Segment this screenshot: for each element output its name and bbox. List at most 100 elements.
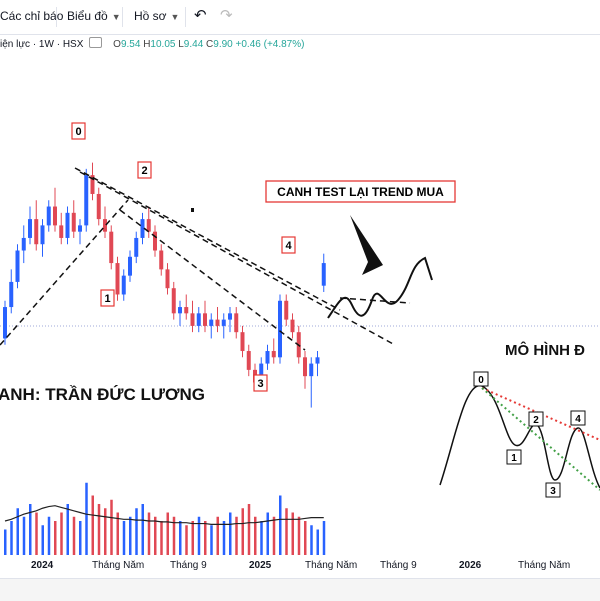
candle-body [21, 237, 26, 251]
pattern-inset: 0 1 2 3 4 [439, 371, 600, 498]
candle [265, 344, 270, 370]
chart-menu[interactable]: Biểu đồ ▼ [67, 9, 121, 23]
candle [215, 307, 220, 333]
undo-icon[interactable]: ↶ [194, 7, 207, 24]
volume-bar [110, 499, 113, 555]
candle [96, 187, 101, 226]
x-axis-tick-label: 2025 [249, 560, 272, 571]
candle [71, 200, 76, 238]
candle-body [34, 219, 39, 245]
candle [21, 225, 26, 264]
indicators-menu[interactable]: Các chỉ báo [0, 9, 63, 23]
open-label: O [113, 39, 121, 50]
volume-bar [260, 521, 263, 555]
price-chart[interactable]: 0 1 2 3 4 CANH TEST LẠI TREND MUA ANH: T… [0, 52, 600, 557]
candle [28, 206, 32, 245]
candle [284, 294, 289, 326]
volume-bar [247, 504, 251, 555]
candle [203, 300, 207, 333]
toolbar-divider [56, 7, 57, 27]
candle [321, 253, 326, 292]
volume-ma-line [4, 505, 324, 526]
candle [59, 212, 64, 245]
volume-bar [291, 512, 294, 555]
wave-label-3-text: 3 [257, 378, 263, 390]
candle [78, 219, 82, 245]
trendline [0, 199, 129, 346]
candle [115, 256, 120, 301]
candle [134, 231, 139, 264]
volume-bar [135, 508, 138, 555]
open-value: 9.54 [120, 39, 141, 50]
candle-body [3, 307, 7, 339]
volume-bar [16, 508, 19, 555]
symbol-name[interactable]: iện lực · 1W · HSX [0, 39, 84, 50]
candle-body [234, 313, 239, 333]
candle-body [221, 319, 226, 326]
toolbar-divider [122, 7, 123, 27]
candle-body [278, 300, 282, 358]
candle [90, 162, 95, 201]
candle [184, 294, 189, 320]
candle-body [265, 351, 270, 364]
candle [171, 281, 176, 320]
inset-label-2-text: 2 [533, 415, 539, 426]
volume-bar [154, 516, 157, 555]
author-watermark: ANH: TRẦN ĐỨC LƯƠNG [0, 385, 205, 404]
wave-label-4: 4 [281, 236, 296, 254]
volume-bar [35, 512, 38, 555]
x-axis-tick-label: Tháng 9 [380, 560, 417, 571]
volume-bar [272, 516, 276, 555]
candle [209, 313, 214, 339]
candle [178, 300, 182, 326]
inset-support-line [481, 387, 600, 491]
wave-label-2: 2 [137, 161, 152, 179]
candle-body [309, 363, 314, 377]
profile-menu[interactable]: Hồ sơ ▼ [134, 9, 179, 23]
candle-body [153, 231, 157, 251]
candle-body [40, 225, 45, 245]
volume-bar [229, 512, 232, 555]
volume-bar [210, 525, 213, 555]
candle [165, 263, 170, 295]
candle [153, 225, 157, 257]
volume-bar [97, 504, 101, 555]
candle [278, 294, 282, 364]
volume-bar [222, 521, 226, 555]
close-value: 9.90 [213, 39, 233, 50]
redo-icon[interactable]: ↷ [220, 7, 233, 24]
volume-bar [22, 516, 26, 555]
candle-body [121, 275, 126, 295]
eye-icon[interactable] [89, 37, 103, 48]
candle-body [290, 319, 295, 333]
candle [121, 269, 126, 301]
inset-label-3-text: 3 [550, 486, 556, 497]
volume-bar [322, 521, 326, 555]
wave-label-4-text: 4 [285, 240, 292, 252]
candle-body [115, 263, 120, 295]
candle-body [109, 231, 114, 264]
toolbar-divider [185, 7, 186, 27]
wave-label-2-text: 2 [141, 165, 147, 177]
forecast-path [327, 256, 433, 319]
chart-menu-label: Biểu đồ [67, 9, 108, 23]
x-axis-tick-label: Tháng Năm [305, 560, 358, 571]
candle-body [46, 206, 51, 226]
chevron-down-icon: ▼ [170, 12, 180, 22]
inset-label-4-text: 4 [575, 414, 581, 425]
candle-body [146, 219, 151, 232]
volume-bar [85, 482, 88, 555]
candle [15, 244, 20, 289]
candle [34, 200, 39, 251]
candle-body [271, 351, 276, 358]
volume-bar [166, 512, 169, 555]
volume-bar [235, 516, 238, 555]
symbol-legend: iện lực · 1W · HSX O9.54 H10.05 L9.44 C9… [0, 37, 304, 51]
volume-bar [204, 521, 207, 555]
trendline [74, 167, 341, 311]
volume-bar [4, 529, 7, 555]
candle-body [284, 300, 289, 320]
candle-body [184, 307, 189, 314]
candle-body [259, 363, 264, 383]
low-label: L [178, 39, 184, 50]
